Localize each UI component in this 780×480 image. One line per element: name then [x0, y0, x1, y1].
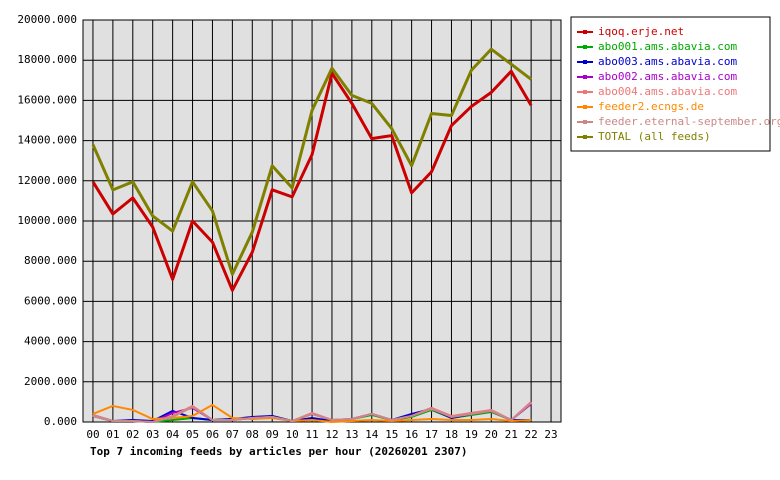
legend-marker — [583, 30, 587, 34]
y-tick-label: 8000.000 — [24, 254, 77, 267]
y-tick-label: 0.000 — [44, 415, 77, 428]
legend-marker — [583, 45, 587, 49]
y-tick-label: 6000.000 — [24, 294, 77, 307]
legend-label: feeder2.ecngs.de — [598, 100, 704, 113]
x-tick-label: 01 — [106, 428, 119, 441]
x-tick-label: 14 — [365, 428, 379, 441]
y-tick-label: 4000.000 — [24, 335, 77, 348]
legend-marker — [583, 120, 587, 124]
x-tick-label: 15 — [385, 428, 398, 441]
x-tick-label: 13 — [345, 428, 358, 441]
legend-label: abo003.ams.abavia.com — [598, 55, 737, 68]
x-tick-label: 22 — [525, 428, 538, 441]
x-tick-label: 09 — [266, 428, 279, 441]
y-tick-label: 20000.000 — [17, 13, 77, 26]
y-tick-label: 2000.000 — [24, 375, 77, 388]
chart-title: Top 7 incoming feeds by articles per hou… — [90, 445, 468, 458]
legend-marker — [583, 90, 587, 94]
series-line — [92, 402, 532, 423]
legend-box — [570, 16, 771, 152]
x-tick-label: 23 — [544, 428, 557, 441]
x-tick-label: 03 — [146, 428, 159, 441]
x-tick-label: 07 — [226, 428, 239, 441]
series-line — [91, 69, 533, 292]
y-tick-label: 14000.000 — [17, 134, 77, 147]
x-tick-label: 17 — [425, 428, 438, 441]
x-tick-label: 04 — [166, 428, 180, 441]
x-tick-label: 05 — [186, 428, 199, 441]
x-tick-label: 06 — [206, 428, 219, 441]
x-tick-label: 12 — [325, 428, 338, 441]
x-tick-label: 00 — [86, 428, 99, 441]
legend-label: TOTAL (all feeds) — [598, 130, 711, 143]
x-tick-label: 02 — [126, 428, 139, 441]
legend-label: abo004.ams.abavia.com — [598, 85, 737, 98]
legend-marker — [583, 75, 587, 79]
legend-label: iqoq.erje.net — [598, 25, 684, 38]
y-tick-label: 10000.000 — [17, 214, 77, 227]
x-tick-label: 21 — [505, 428, 518, 441]
x-tick-label: 11 — [305, 428, 318, 441]
legend-label: feeder.eternal-september.org — [598, 115, 780, 128]
legend-label: abo001.ams.abavia.com — [598, 40, 737, 53]
x-tick-label: 20 — [485, 428, 498, 441]
legend-marker — [583, 60, 587, 64]
x-tick-label: 08 — [246, 428, 259, 441]
x-tick-label: 16 — [405, 428, 418, 441]
y-tick-label: 18000.000 — [17, 53, 77, 66]
legend-marker — [583, 105, 587, 109]
series-line — [91, 47, 533, 276]
x-tick-label: 18 — [445, 428, 458, 441]
x-tick-label: 19 — [465, 428, 478, 441]
y-tick-label: 16000.000 — [17, 93, 77, 106]
y-tick-label: 12000.000 — [17, 174, 77, 187]
x-tick-label: 10 — [286, 428, 299, 441]
legend-label: abo002.ams.abavia.com — [598, 70, 737, 83]
legend-marker — [583, 135, 587, 139]
